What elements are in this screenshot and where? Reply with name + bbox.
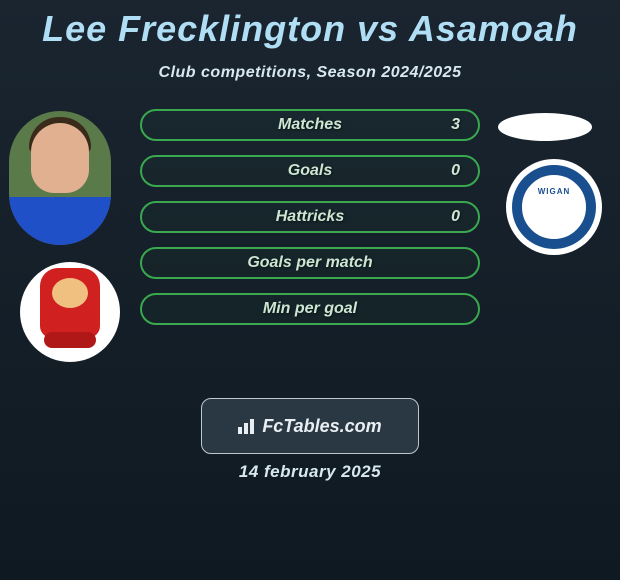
right-player-avatar xyxy=(498,113,592,141)
stat-row-matches: Matches 3 xyxy=(140,109,480,141)
stat-label: Hattricks xyxy=(276,208,344,226)
stat-value: 0 xyxy=(451,208,460,226)
right-club-text: WIGAN xyxy=(522,187,586,196)
brand-text: FcTables.com xyxy=(238,416,381,437)
chart-icon xyxy=(238,418,258,434)
stat-label: Min per goal xyxy=(263,300,357,318)
avatar-jersey xyxy=(9,197,111,245)
left-club-crest xyxy=(40,268,100,338)
stat-label: Goals xyxy=(288,162,332,180)
stat-row-goals: Goals 0 xyxy=(140,155,480,187)
stat-row-goals-per-match: Goals per match xyxy=(140,247,480,279)
stat-label: Matches xyxy=(278,116,342,134)
right-club-badge: WIGAN xyxy=(506,159,602,255)
stat-value: 0 xyxy=(451,162,460,180)
right-club-ring: WIGAN xyxy=(512,165,596,249)
left-club-base xyxy=(44,332,96,348)
stat-value: 3 xyxy=(451,116,460,134)
stat-label: Goals per match xyxy=(247,254,372,272)
brand-badge[interactable]: FcTables.com xyxy=(201,398,419,454)
avatar-face xyxy=(31,123,89,193)
comparison-area: WIGAN Matches 3 Goals 0 Hattricks 0 Goal… xyxy=(0,104,620,404)
left-player-avatar xyxy=(9,111,111,245)
stat-row-min-per-goal: Min per goal xyxy=(140,293,480,325)
left-club-badge xyxy=(20,262,120,362)
stat-row-hattricks: Hattricks 0 xyxy=(140,201,480,233)
page-title: Lee Frecklington vs Asamoah xyxy=(0,0,620,50)
footer-date: 14 february 2025 xyxy=(0,462,620,482)
subtitle: Club competitions, Season 2024/2025 xyxy=(0,64,620,82)
brand-label: FcTables.com xyxy=(262,416,381,437)
stats-column: Matches 3 Goals 0 Hattricks 0 Goals per … xyxy=(140,109,480,339)
